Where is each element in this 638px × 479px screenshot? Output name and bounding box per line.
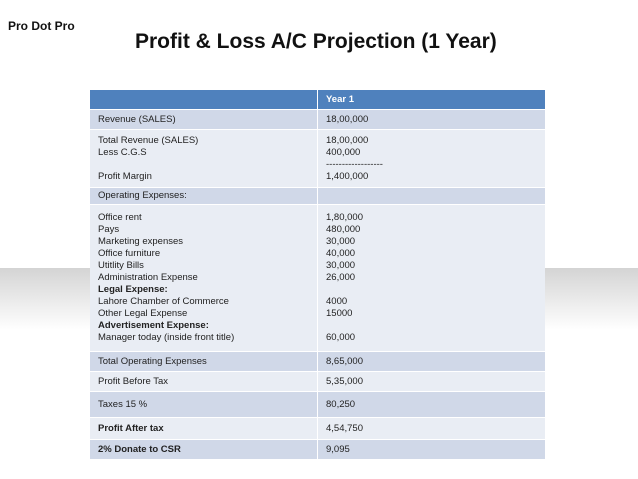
row-value: 4000 [326, 296, 348, 307]
row-value: 1,80,000 [326, 212, 363, 223]
row-label: Marketing expenses [98, 236, 184, 247]
label-cell: Office rent Pays Marketing expenses Office … [90, 205, 318, 351]
row-value: 15000 [326, 308, 353, 319]
label-cell: Taxes 15 % [90, 392, 318, 417]
row-label: Less C.G.S [98, 146, 147, 158]
label-cell: Total Operating Expenses [90, 352, 318, 371]
table-row: Taxes 15 % 80,250 [90, 392, 545, 418]
row-label: Legal Expense: [98, 284, 168, 295]
row-value: 60,000 [326, 332, 356, 343]
row-value: 8,65,000 [326, 355, 363, 367]
value-cell: 5,35,000 [318, 372, 545, 391]
row-value: 1,400,000 [326, 170, 369, 182]
value-cell: 80,250 [318, 392, 545, 417]
row-label: Total Operating Expenses [98, 355, 207, 367]
row-value: 480,000 [326, 224, 361, 235]
row-value: 30,000 [326, 260, 356, 271]
table-row: Office rent Pays Marketing expenses Office … [90, 205, 545, 352]
header-cell [90, 90, 318, 109]
table-row: Revenue (SALES) 18,00,000 [90, 110, 545, 130]
label-cell: Profit Before Tax [90, 372, 318, 391]
row-label: Office rent [98, 212, 142, 223]
slide-title: Profit & Loss A/C Projection (1 Year) [135, 30, 497, 53]
row-value: 400,000 [326, 146, 361, 158]
value-cell: 9,095 [318, 440, 545, 459]
row-value: ------------------ [326, 158, 383, 170]
blank-line [326, 190, 537, 202]
row-label: Total Revenue (SALES) [98, 134, 199, 146]
blank-line [326, 284, 537, 296]
row-value: 9,095 [326, 443, 350, 455]
pl-table: Year 1 Revenue (SALES) 18,00,000 Total Rev… [90, 90, 545, 460]
row-label: Profit After tax [98, 422, 164, 434]
value-cell: 18,00,000 400,000 ------------------ 1,400,… [318, 130, 545, 187]
row-label: Office furniture [98, 248, 161, 259]
row-value: 80,250 [326, 398, 356, 410]
row-value: 30,000 [326, 236, 356, 247]
value-cell: 4,54,750 [318, 418, 545, 439]
label-cell: Operating Expenses: [90, 188, 318, 204]
table-row: Profit Before Tax 5,35,000 [90, 372, 545, 392]
row-value: 26,000 [326, 272, 356, 283]
label-cell: 2% Donate to CSR [90, 440, 318, 459]
table-row: Operating Expenses: [90, 188, 545, 205]
row-value: 18,00,000 [326, 134, 369, 146]
value-cell: 18,00,000 [318, 110, 545, 129]
value-cell [318, 188, 545, 204]
row-value: 5,35,000 [326, 375, 363, 387]
table-row: Total Operating Expenses 8,65,000 [90, 352, 545, 372]
row-label: Taxes 15 % [98, 398, 148, 410]
row-value: 40,000 [326, 248, 356, 259]
row-label: Operating Expenses: [98, 190, 187, 201]
header-row: Year 1 [90, 90, 545, 110]
row-label: 2% Donate to CSR [98, 443, 181, 455]
row-label: Other Legal Expense [98, 308, 188, 319]
brand: Pro Dot Pro [8, 19, 75, 33]
row-label: Revenue (SALES) [98, 113, 176, 125]
label-cell: Profit After tax [90, 418, 318, 439]
header-cell: Year 1 [326, 93, 354, 105]
blank-line [98, 159, 309, 171]
row-label: Manager today (inside front title) [98, 332, 235, 343]
row-label: Administration Expense [98, 272, 198, 283]
value-cell: 1,80,000 480,000 30,000 40,000 30,000 26,000 4… [318, 205, 545, 351]
row-label: Pays [98, 224, 120, 235]
blank-line [326, 320, 537, 332]
row-label: Utitlity Bills [98, 260, 144, 271]
label-cell: Total Revenue (SALES) Less C.G.S Profit Ma… [90, 130, 318, 187]
label-cell: Revenue (SALES) [90, 110, 318, 129]
row-label: Advertisement Expense: [98, 320, 209, 331]
row-value: 18,00,000 [326, 113, 369, 125]
row-label: Lahore Chamber of Commerce [98, 296, 229, 307]
row-value: 4,54,750 [326, 422, 363, 434]
table-row: Total Revenue (SALES) Less C.G.S Profit Ma… [90, 130, 545, 188]
table-row: Profit After tax 4,54,750 [90, 418, 545, 440]
table-row: 2% Donate to CSR 9,095 [90, 440, 545, 460]
value-cell: 8,65,000 [318, 352, 545, 371]
row-label: Profit Before Tax [98, 375, 169, 387]
row-label: Profit Margin [98, 170, 152, 182]
